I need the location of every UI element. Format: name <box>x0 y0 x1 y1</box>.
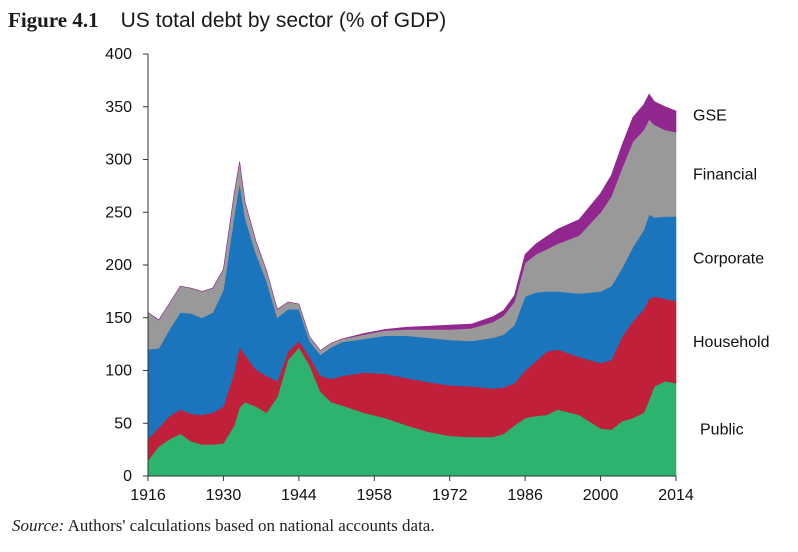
x-tick-label: 2000 <box>583 487 619 504</box>
debt-area-chart: 0 50 100 150 200 250 300 350 400 1916 1930 1944 195… <box>105 46 770 504</box>
x-tick-label: 1972 <box>432 487 468 504</box>
area-gse <box>147 93 677 351</box>
legend-household: Household <box>693 334 770 351</box>
source-label: Source: <box>12 516 65 535</box>
legend-gse: GSE <box>693 108 727 125</box>
y-tick-label: 150 <box>105 310 132 327</box>
source-note: Source: Authors' calculations based on n… <box>12 516 435 536</box>
y-tick-label: 300 <box>105 152 132 169</box>
legend-financial: Financial <box>693 166 757 183</box>
y-tick-label: 250 <box>105 204 132 221</box>
band-labels: Public Household Corporate Financial GSE <box>693 108 770 439</box>
figure-header: Figure 4.1 US total debt by sector (% of … <box>8 5 446 35</box>
x-tick-label: 1986 <box>507 487 543 504</box>
y-tick-label: 50 <box>114 415 132 432</box>
y-tick-label: 350 <box>105 99 132 116</box>
y-tick-label: 100 <box>105 363 132 380</box>
x-tick-label: 1958 <box>356 487 392 504</box>
y-tick-label: 400 <box>105 46 132 63</box>
x-axis-ticks: 1916 1930 1944 1958 1972 1986 2000 2014 <box>130 476 694 504</box>
y-axis-ticks: 0 50 100 150 200 250 300 350 400 <box>105 46 148 485</box>
x-tick-label: 2014 <box>658 487 694 504</box>
legend-corporate: Corporate <box>693 251 764 268</box>
figure-number: Figure 4.1 <box>8 8 99 32</box>
source-text: Authors' calculations based on national … <box>67 516 435 535</box>
figure-title: US total debt by sector (% of GDP) <box>120 9 447 32</box>
x-tick-label: 1930 <box>206 487 242 504</box>
legend-public: Public <box>700 422 744 439</box>
x-tick-label: 1944 <box>281 487 317 504</box>
area-bands <box>147 93 677 477</box>
y-tick-label: 200 <box>105 257 132 274</box>
x-tick-label: 1916 <box>130 487 166 504</box>
y-tick-label: 0 <box>123 468 132 485</box>
